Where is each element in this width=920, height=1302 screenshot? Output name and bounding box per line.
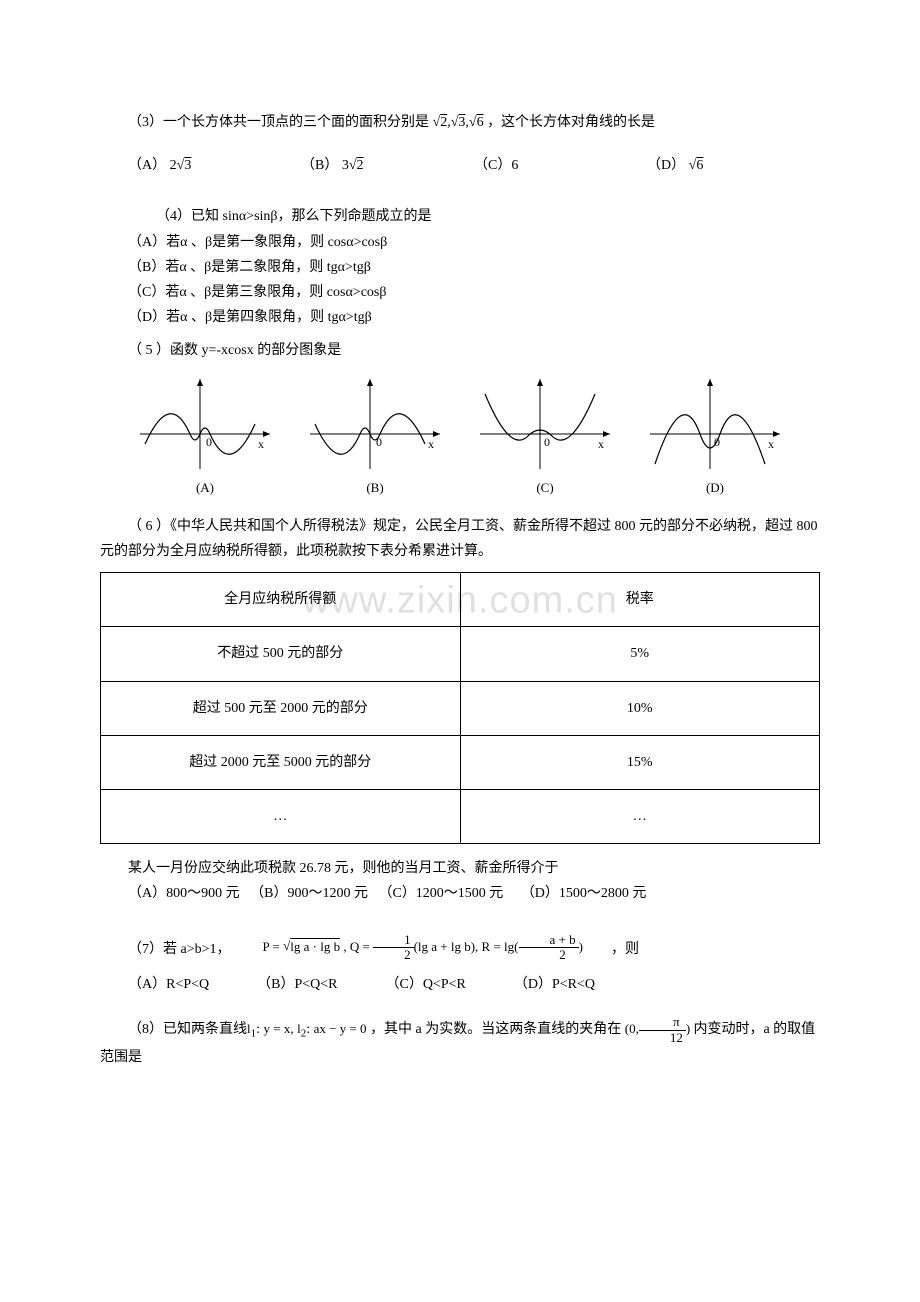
q8-mid: ，其中 a 为实数。当这两条直线的夹角在: [370, 1022, 621, 1037]
tax-row-3-right: …: [460, 790, 820, 844]
q5-label-a: (A): [130, 476, 280, 499]
q4-opt-b: （B）若α 、β是第二象限角，则 tgα>tgβ: [100, 255, 820, 280]
tax-header-right: 税率: [460, 573, 820, 627]
q8-text1: （8）已知两条直线: [128, 1022, 247, 1037]
q8-interval: (0,π12): [625, 1021, 694, 1036]
tax-row-0-right: 5%: [460, 627, 820, 681]
q6-options: （A）800～900 元 （B）900～1200 元 （C）1200～1500 …: [100, 881, 820, 906]
q8-l2-eq: ax − y = 0: [314, 1021, 367, 1036]
q4-opt-d: （D）若α 、β是第四象限角，则 tgα>tgβ: [100, 305, 820, 330]
q5-text: （ 5 ）函数 y=-xcosx 的部分图象是: [100, 338, 820, 363]
q7-opt-d: （D）P<R<Q: [514, 972, 595, 997]
x-label: x: [598, 437, 604, 451]
q6-text: （ 6 ）《中华人民共和国个人所得税法》规定，公民全月工资、薪金所得不超过 80…: [100, 514, 820, 564]
q5-svg-c: 0 x: [470, 374, 620, 474]
q3-suffix: ，这个长方体对角线的长是: [487, 115, 655, 130]
q6-opt-b: （B）900～1200 元: [250, 886, 368, 901]
q7-line: （7）若 a>b>1， P = lg a · lg b , Q = 12(lg …: [100, 933, 820, 963]
question-3: （3）一个长方体共一顶点的三个面的面积分别是 2,3,6 ，这个长方体对角线的长…: [100, 110, 820, 178]
q3-formula: 2,3,6: [433, 115, 488, 130]
q5-svg-a: 0 x: [130, 374, 280, 474]
q5-label-b: (B): [300, 476, 450, 499]
x-label: x: [428, 437, 434, 451]
q7-options: （A）R<P<Q （B）P<Q<R （C）Q<P<R （D）P<R<Q: [128, 972, 820, 997]
q7-suffix: ，则: [583, 937, 639, 962]
question-8: （8）已知两条直线l1l₁:: y = x, l2: ax − y = 0 ，其…: [100, 1015, 820, 1070]
q5-label-c: (C): [470, 476, 620, 499]
q8-l1-eq: y = x,: [264, 1021, 294, 1036]
q5-graphs: 0 x (A) 0 x (B): [100, 374, 820, 499]
origin-label: 0: [206, 435, 212, 449]
question-5: （ 5 ）函数 y=-xcosx 的部分图象是 0 x (A): [100, 338, 820, 499]
q4-text: （4）已知 sinα>sinβ，那么下列命题成立的是: [100, 204, 820, 229]
tax-row-3-left: …: [101, 790, 461, 844]
q7-opt-b: （B）P<Q<R: [257, 972, 337, 997]
tax-row-2-right: 15%: [460, 735, 820, 789]
q7-formula: P = lg a · lg b , Q = 12(lg a + lg b), R…: [235, 933, 583, 963]
q5-svg-d: 0 x: [640, 374, 790, 474]
q5-graph-b: 0 x (B): [300, 374, 450, 499]
q5-label-d: (D): [640, 476, 790, 499]
q3-text: （3）一个长方体共一顶点的三个面的面积分别是 2,3,6 ，这个长方体对角线的长…: [100, 110, 820, 135]
question-7: （7）若 a>b>1， P = lg a · lg b , Q = 12(lg …: [100, 933, 820, 998]
q7-opt-c: （C）Q<P<R: [386, 972, 466, 997]
q6-tail: 某人一月份应交纳此项税款 26.78 元，则他的当月工资、薪金所得介于: [100, 856, 820, 881]
q3-opt-b: （B） 32: [301, 153, 474, 178]
q6-opt-c: （C）1200～1500 元: [378, 886, 503, 901]
x-label: x: [768, 437, 774, 451]
q3-opt-a: （A） 23: [128, 153, 301, 178]
tax-header-left: 全月应纳税所得额: [101, 573, 461, 627]
q3-a-val: 23: [170, 158, 192, 173]
q3-opt-c: （C）6: [474, 153, 647, 178]
q3-prefix: （3）一个长方体共一顶点的三个面的面积分别是: [128, 115, 429, 130]
q4-opt-a: （A）若α 、β是第一象限角，则 cosα>cosβ: [100, 230, 820, 255]
q5-svg-b: 0 x: [300, 374, 450, 474]
x-label: x: [258, 437, 264, 451]
tax-table: 全月应纳税所得额 税率 不超过 500 元的部分 5% 超过 500 元至 20…: [100, 572, 820, 844]
q5-graph-c: 0 x (C): [470, 374, 620, 499]
tax-row-0-left: 不超过 500 元的部分: [101, 627, 461, 681]
tax-row-1-right: 10%: [460, 681, 820, 735]
q5-graph-d: 0 x (D): [640, 374, 790, 499]
origin-label: 0: [714, 435, 720, 449]
q4-opt-c: （C）若α 、β是第三象限角，则 cosα>cosβ: [100, 280, 820, 305]
tax-row-2-left: 超过 2000 元至 5000 元的部分: [101, 735, 461, 789]
q5-graph-a: 0 x (A): [130, 374, 280, 499]
q3-b-val: 32: [342, 158, 364, 173]
q7-opt-a: （A）R<P<Q: [128, 972, 209, 997]
origin-label: 0: [544, 435, 550, 449]
origin-label: 0: [376, 435, 382, 449]
q6-opt-d: （D）1500～2800 元: [521, 886, 647, 901]
q6-opt-a: （A）800～900 元: [128, 886, 240, 901]
q7-prefix: （7）若 a>b>1，: [100, 937, 231, 962]
question-6: （ 6 ）《中华人民共和国个人所得税法》规定，公民全月工资、薪金所得不超过 80…: [100, 514, 820, 907]
q3-opt-d: （D） 6: [647, 153, 820, 178]
question-4: （4）已知 sinα>sinβ，那么下列命题成立的是 （A）若α 、β是第一象限…: [100, 204, 820, 330]
tax-row-1-left: 超过 500 元至 2000 元的部分: [101, 681, 461, 735]
q3-options: （A） 23 （B） 32 （C）6 （D） 6: [128, 153, 820, 178]
q8-line1: （8）已知两条直线l1l₁:: y = x, l2: ax − y = 0 ，其…: [100, 1015, 820, 1070]
q3-d-val: 6: [689, 158, 704, 173]
